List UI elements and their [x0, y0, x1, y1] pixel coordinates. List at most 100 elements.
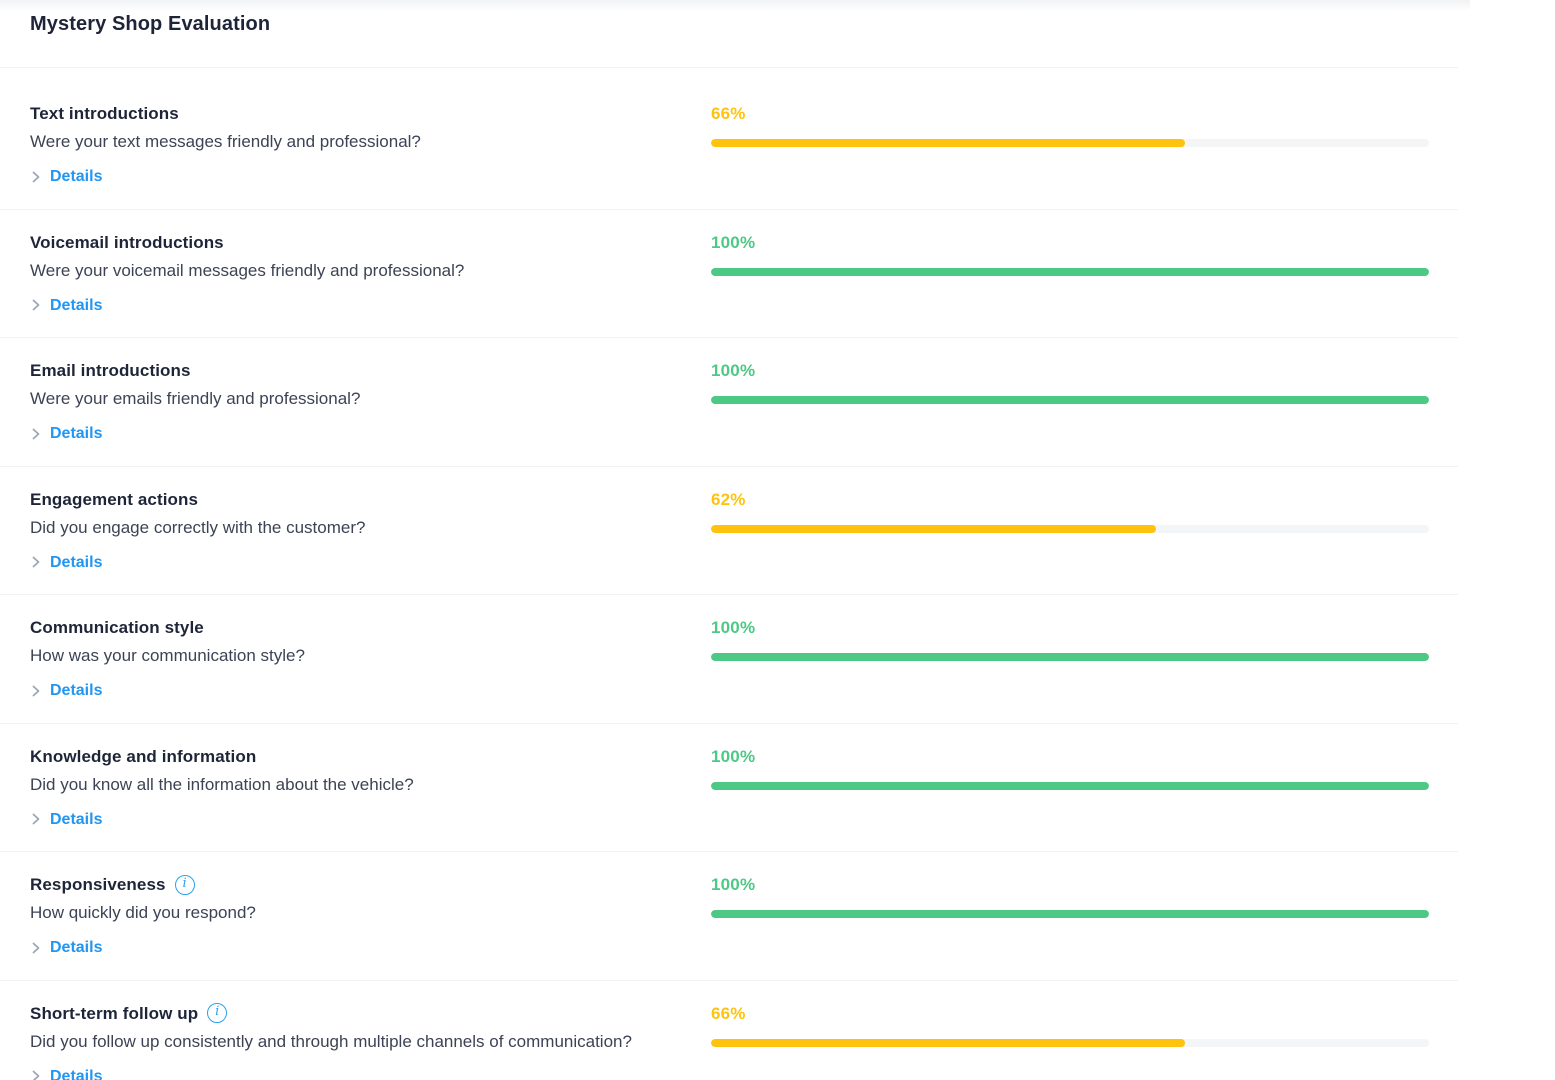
- row-info-column: Responsiveness i How quickly did you res…: [30, 874, 711, 959]
- row-title: Communication style: [30, 618, 204, 637]
- mystery-shop-evaluation-panel: Mystery Shop Evaluation Text introductio…: [0, 0, 1470, 1080]
- row-description: How quickly did you respond?: [30, 903, 256, 922]
- chevron-right-icon: [32, 428, 40, 439]
- row-info-column: Knowledge and information i Did you know…: [30, 746, 711, 831]
- row-title-line: Voicemail introductions i: [30, 232, 711, 253]
- row-score-column: 100%: [711, 617, 1429, 702]
- score-progress-fill: [711, 396, 1429, 404]
- row-title: Email introductions: [30, 361, 191, 380]
- page-title: Mystery Shop Evaluation: [30, 13, 271, 35]
- score-progress-fill: [711, 139, 1185, 147]
- evaluation-row: Engagement actions i Did you engage corr…: [0, 467, 1458, 595]
- row-info-column: Short-term follow up i Did you follow up…: [30, 1003, 711, 1080]
- chevron-right-icon: [32, 556, 40, 568]
- row-title-line: Knowledge and information i: [30, 746, 711, 767]
- details-label: Details: [50, 168, 103, 185]
- row-title-line: Text introductions i: [30, 103, 711, 124]
- score-percentage: 100%: [711, 746, 756, 766]
- details-link[interactable]: Details: [30, 167, 102, 186]
- row-info-column: Engagement actions i Did you engage corr…: [30, 489, 711, 574]
- details-link[interactable]: Details: [30, 938, 102, 957]
- chevron-right-icon: [32, 942, 40, 953]
- row-description: Did you know all the information about t…: [30, 774, 414, 794]
- chevron-right-icon: [32, 813, 40, 825]
- score-progress-fill: [711, 910, 1429, 918]
- details-label: Details: [50, 296, 103, 314]
- score-percentage: 62%: [711, 489, 746, 509]
- score-percentage: 66%: [711, 1003, 746, 1023]
- row-info-column: Voicemail introductions i Were your voic…: [30, 232, 711, 317]
- score-progress-bar: [711, 653, 1429, 661]
- evaluation-row: Email introductions i Were your emails f…: [0, 338, 1458, 467]
- row-description: Did you follow up consistently and throu…: [30, 1031, 632, 1051]
- details-label: Details: [50, 810, 103, 828]
- score-percentage: 100%: [711, 361, 756, 380]
- row-score-column: 100%: [711, 232, 1429, 317]
- row-description: Were your voicemail messages friendly an…: [30, 260, 465, 280]
- evaluation-row: Text introductions i Were your text mess…: [0, 81, 1458, 210]
- score-percentage: 100%: [711, 232, 756, 252]
- row-score-column: 66%: [711, 1003, 1429, 1080]
- row-title: Short-term follow up: [30, 1003, 199, 1023]
- row-title-line: Engagement actions i: [30, 489, 711, 510]
- evaluation-row: Knowledge and information i Did you know…: [0, 724, 1458, 852]
- details-link[interactable]: Details: [30, 424, 102, 443]
- score-progress-fill: [711, 653, 1429, 661]
- row-score-column: 66%: [711, 103, 1429, 188]
- chevron-right-icon: [32, 171, 40, 182]
- details-link[interactable]: Details: [30, 681, 102, 700]
- score-progress-fill: [711, 781, 1429, 790]
- row-score-column: 100%: [711, 360, 1429, 445]
- score-progress-bar: [711, 267, 1429, 276]
- row-info-column: Email introductions i Were your emails f…: [30, 360, 711, 445]
- row-title-line: Short-term follow up i: [30, 1003, 711, 1024]
- score-progress-fill: [711, 1038, 1185, 1047]
- details-label: Details: [50, 553, 103, 571]
- details-label: Details: [50, 425, 103, 442]
- score-progress-bar: [711, 396, 1429, 404]
- details-link[interactable]: Details: [30, 553, 102, 572]
- row-title-line: Communication style i: [30, 617, 711, 638]
- row-description: Were your emails friendly and profession…: [30, 389, 361, 408]
- row-title: Engagement actions: [30, 489, 199, 509]
- evaluation-row: Voicemail introductions i Were your voic…: [0, 210, 1458, 338]
- info-icon[interactable]: i: [174, 874, 195, 895]
- row-description: Did you engage correctly with the custom…: [30, 517, 366, 537]
- row-title: Responsiveness: [30, 875, 166, 894]
- row-title: Text introductions: [30, 104, 179, 123]
- row-description: How was your communication style?: [30, 646, 305, 665]
- score-progress-bar: [711, 781, 1429, 790]
- row-info-column: Communication style i How was your commu…: [30, 617, 711, 702]
- score-percentage: 100%: [711, 618, 756, 637]
- chevron-right-icon: [32, 685, 40, 696]
- row-score-column: 100%: [711, 746, 1429, 831]
- details-label: Details: [50, 682, 103, 699]
- evaluation-row: Short-term follow up i Did you follow up…: [0, 981, 1458, 1080]
- details-link[interactable]: Details: [30, 296, 102, 315]
- info-icon[interactable]: i: [207, 1003, 228, 1023]
- row-title: Knowledge and information: [30, 746, 257, 766]
- score-percentage: 100%: [711, 875, 756, 894]
- score-progress-bar: [711, 910, 1429, 918]
- row-title-line: Email introductions i: [30, 360, 711, 381]
- details-label: Details: [50, 1067, 103, 1080]
- chevron-right-icon: [32, 299, 40, 311]
- score-progress-fill: [711, 267, 1429, 276]
- evaluation-rows: Text introductions i Were your text mess…: [0, 68, 1458, 1080]
- score-progress-bar: [711, 139, 1429, 147]
- details-link[interactable]: Details: [30, 1067, 102, 1080]
- score-progress-bar: [711, 1038, 1429, 1047]
- score-percentage: 66%: [711, 104, 746, 123]
- row-info-column: Text introductions i Were your text mess…: [30, 103, 711, 188]
- panel-header: Mystery Shop Evaluation: [0, 0, 1458, 68]
- row-title: Voicemail introductions: [30, 232, 224, 252]
- score-progress-bar: [711, 524, 1429, 533]
- evaluation-row: Responsiveness i How quickly did you res…: [0, 852, 1458, 981]
- row-score-column: 100%: [711, 874, 1429, 959]
- details-link[interactable]: Details: [30, 810, 102, 829]
- chevron-right-icon: [32, 1070, 40, 1080]
- details-label: Details: [50, 939, 103, 956]
- row-score-column: 62%: [711, 489, 1429, 574]
- row-title-line: Responsiveness i: [30, 874, 711, 895]
